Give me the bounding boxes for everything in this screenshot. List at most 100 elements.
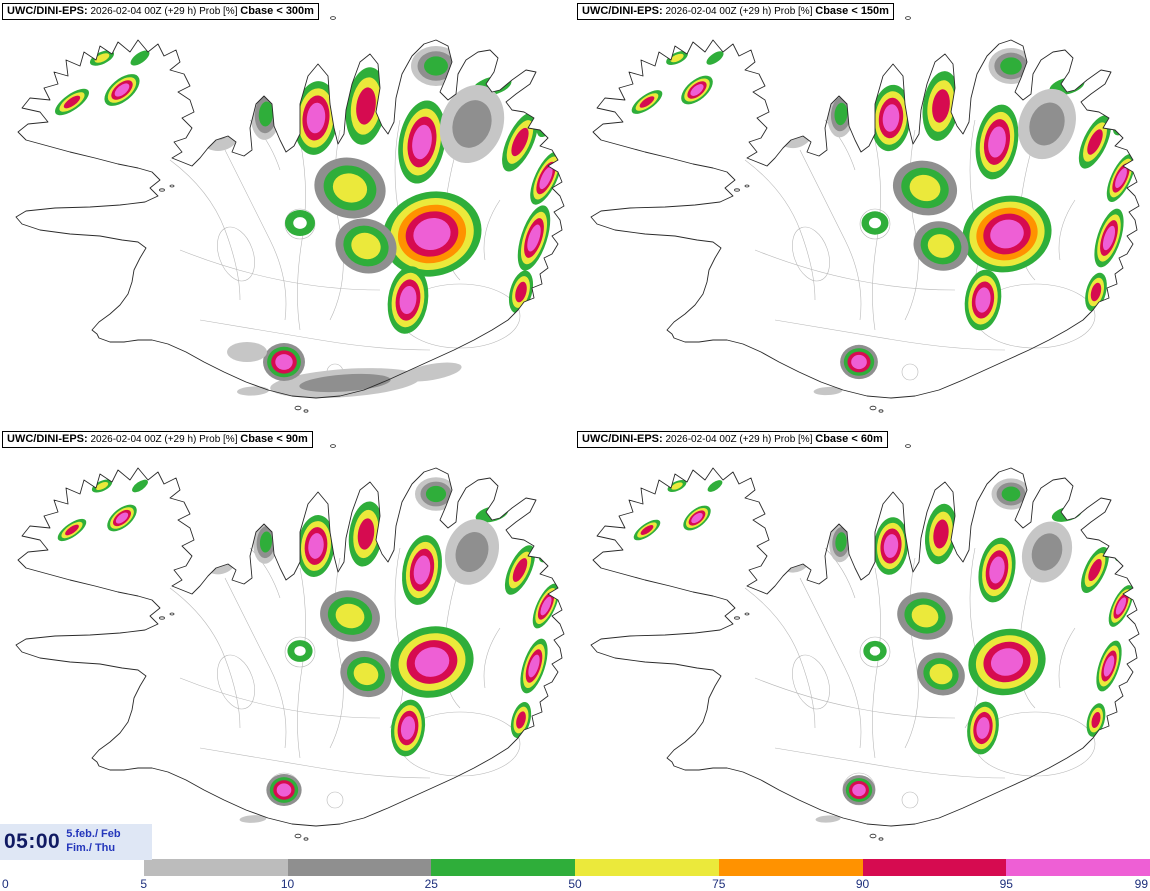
prob-blob-level-7 — [976, 717, 990, 739]
iceland-coastline — [15, 39, 565, 399]
prob-blob-level-4 — [542, 539, 556, 557]
island-grimsey — [330, 444, 336, 448]
prob-blob-level-6 — [356, 87, 376, 125]
island-small — [878, 837, 884, 841]
island-small — [878, 409, 884, 413]
island-breidafjordur-b — [744, 612, 750, 616]
model-label: UWC/DINI-EPS: — [582, 5, 663, 17]
island-small — [303, 409, 309, 413]
colorbar-segment-10-25 — [287, 859, 432, 876]
probability-field-offshore — [239, 815, 267, 823]
prob-blob-level-1 — [239, 815, 267, 823]
run-info: 2026-02-04 00Z (+29 h) Prob [%] — [662, 434, 816, 445]
colorbar-segment-5-10 — [143, 859, 288, 876]
probability-field — [633, 478, 1134, 805]
prob-blob-hole — [869, 646, 881, 656]
prob-blob-level-2 — [1031, 533, 1063, 571]
colorbar-tick-10: 10 — [280, 877, 295, 891]
valid-date-line1: 5.feb./ Feb — [66, 828, 121, 841]
iceland-map — [15, 444, 565, 841]
panel-title: UWC/DINI-EPS: 2026-02-04 00Z (+29 h) Pro… — [2, 431, 313, 448]
prob-blob-level-4 — [671, 482, 683, 490]
prob-blob-level-6 — [512, 558, 528, 582]
island-grimsey — [905, 444, 911, 448]
prob-blob-level-7 — [883, 534, 899, 558]
prob-blob-level-7 — [1115, 168, 1127, 188]
prob-blob-level-4 — [1118, 539, 1130, 557]
colorbar-tick-75: 75 — [712, 877, 726, 891]
island-breidafjordur-b — [169, 184, 175, 188]
valid-time: 05:00 — [4, 830, 61, 853]
prob-blob-level-6 — [1090, 282, 1102, 302]
iceland-map — [590, 444, 1140, 841]
island-small — [303, 837, 309, 841]
colorbar-tick-50: 50 — [568, 877, 582, 891]
prob-blob-level-7 — [412, 124, 432, 160]
valid-date: 5.feb./ Feb Fim./ Thu — [66, 828, 120, 856]
prob-blob-level-7 — [308, 533, 324, 559]
island-breidafjordur-a — [734, 616, 740, 620]
island-vestmannaeyjar — [869, 405, 877, 411]
prob-blob-level-6 — [932, 89, 950, 123]
colorbar-segment-95-99 — [1006, 859, 1150, 876]
prob-blob-level-7 — [114, 83, 130, 97]
glacier-langjokull — [217, 654, 255, 710]
colorbar-segment-50-75 — [575, 859, 719, 876]
threshold-label: Cbase < 60m — [815, 433, 883, 445]
valid-date-line2: Fim./ Thu — [66, 842, 116, 854]
prob-blob-level-1 — [815, 815, 841, 823]
prob-blob-level-7 — [275, 354, 293, 370]
prob-blob-level-3 — [835, 532, 847, 552]
prob-blob-level-2 — [1029, 102, 1065, 146]
iceland-map — [590, 16, 1140, 413]
prob-blob-level-3 — [130, 50, 150, 66]
prob-blob-level-2 — [452, 100, 492, 148]
prob-blob-level-7 — [975, 287, 991, 313]
prob-blob-level-3 — [706, 51, 724, 65]
prob-blob-level-7 — [540, 596, 552, 616]
prob-blob-level-7 — [690, 84, 704, 96]
colorbar-segment-75-90 — [718, 859, 863, 876]
prob-blob-level-7 — [527, 224, 541, 252]
glacier-eyjafjallajokull — [901, 363, 919, 381]
island-grimsey — [905, 16, 911, 20]
prob-blob-level-4 — [909, 174, 941, 202]
threshold-label: Cbase < 300m — [240, 5, 314, 17]
model-label: UWC/DINI-EPS: — [7, 5, 88, 17]
map-panel-cbase-90m: UWC/DINI-EPS: 2026-02-04 00Z (+29 h) Pro… — [0, 428, 575, 856]
colorbar-tick-5: 5 — [140, 877, 148, 891]
colorbar-tick-99: 99 — [1134, 877, 1148, 891]
prob-blob-level-4 — [335, 603, 365, 629]
prob-blob-level-1 — [227, 342, 267, 362]
prob-blob-level-4 — [911, 604, 939, 628]
prob-blob-level-7 — [115, 512, 129, 524]
prob-blob-level-2 — [202, 104, 234, 140]
prob-blob-level-3 — [424, 56, 448, 76]
prob-blob-level-2 — [455, 531, 489, 573]
colorbar-segment-90-95 — [862, 859, 1007, 876]
prob-blob-level-7 — [1115, 597, 1127, 615]
prob-blob-level-7 — [399, 285, 417, 315]
island-grimsey — [330, 16, 336, 20]
island-vestmannaeyjar — [869, 833, 877, 839]
prob-blob-level-6 — [357, 518, 375, 550]
prob-blob-level-7 — [414, 647, 450, 677]
prob-blob-level-6 — [1088, 558, 1102, 582]
glacier-hofsjokull — [284, 636, 316, 668]
prob-blob-level-7 — [306, 102, 326, 134]
prob-blob-level-4 — [1117, 110, 1131, 130]
prob-blob-level-2 — [778, 106, 808, 138]
colorbar-tick-95: 95 — [999, 877, 1013, 891]
colorbar-tick-25: 25 — [424, 877, 438, 891]
prob-blob-level-3 — [1001, 486, 1021, 502]
prob-blob-level-6 — [515, 281, 527, 303]
island-breidafjordur-a — [159, 188, 165, 192]
glacier-eyjafjallajokull — [326, 791, 344, 809]
run-info: 2026-02-04 00Z (+29 h) Prob [%] — [662, 6, 816, 17]
prob-blob-level-6 — [1091, 711, 1101, 729]
prob-blob-level-2 — [780, 536, 806, 564]
valid-time-block: 05:00 5.feb./ Feb Fim./ Thu — [0, 824, 152, 860]
prob-blob-level-2 — [204, 535, 232, 565]
probability-field-offshore — [813, 386, 843, 396]
prob-blob-level-6 — [1087, 129, 1103, 155]
